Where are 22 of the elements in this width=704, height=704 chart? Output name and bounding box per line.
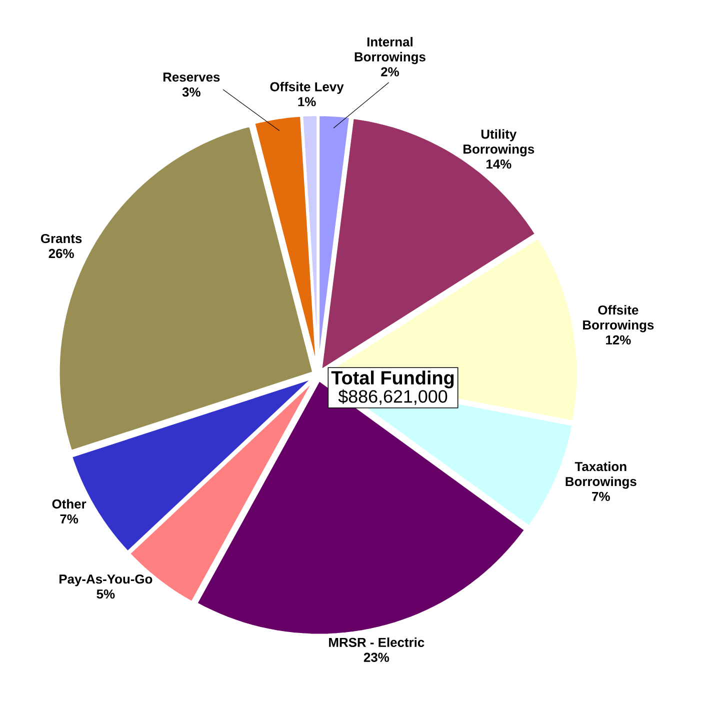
slice-label: MRSR - Electric — [329, 637, 424, 648]
slice-label: Other — [52, 499, 86, 509]
data-label: 3% — [182, 87, 200, 97]
data-label: 26% — [48, 248, 74, 258]
data-label: 5% — [96, 589, 115, 599]
text: $886,621,000 — [338, 389, 448, 405]
data-label: 2% — [381, 67, 399, 76]
slice-label: Pay-As-You-Go — [60, 574, 152, 586]
slice-label: Utility Borrowings — [464, 129, 534, 156]
slice-label: Reserves — [163, 72, 220, 82]
data-label: 23% — [364, 652, 390, 662]
data-label: 7% — [592, 492, 610, 502]
data-label: 12% — [606, 335, 631, 344]
slice-label: Offsite Levy — [270, 82, 344, 94]
slice-label: Grants — [40, 234, 82, 244]
slice-label: Internal Borrowings — [354, 36, 426, 64]
data-label: 7% — [60, 514, 78, 524]
text: Total Funding — [331, 370, 454, 388]
slice-label: Taxation Borrowings — [566, 462, 636, 489]
data-label: 14% — [486, 160, 512, 169]
slice-label: Offsite Borrowings — [583, 305, 654, 332]
data-label: 1% — [298, 97, 316, 106]
